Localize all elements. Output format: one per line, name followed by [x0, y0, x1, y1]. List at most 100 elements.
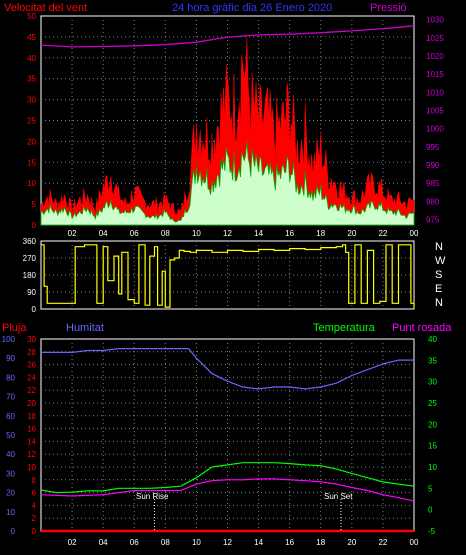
pressure-ytick-label: 975 — [426, 216, 440, 225]
wind-xtick-label: 22 — [378, 229, 387, 238]
wind-ytick-label: 5 — [32, 200, 37, 209]
rain-ytick-label: 14 — [27, 437, 36, 446]
rain-ytick-label: 28 — [27, 348, 36, 357]
temp-ytick-label: 15 — [428, 442, 437, 451]
wind-xtick-label: 04 — [99, 229, 108, 238]
temp-ytick-label: 20 — [428, 420, 437, 429]
wind-ytick-label: 20 — [27, 137, 36, 146]
chart-title: 24 hora gràfic dia 26 Enero 2020 — [172, 2, 332, 14]
wind-ytick-label: 50 — [27, 12, 36, 21]
temp-ytick-label: 40 — [428, 335, 437, 344]
pressure-ytick-label: 980 — [426, 197, 440, 206]
pressure-label: Pressió — [370, 2, 407, 14]
temp-xtick-label: 10 — [192, 538, 201, 547]
humidity-label: Humitat — [66, 322, 104, 334]
temp-xtick-label: 12 — [223, 538, 232, 547]
rain-ytick-label: 26 — [27, 361, 36, 370]
pressure-ytick-label: 995 — [426, 143, 440, 152]
wind-ytick-label: 30 — [27, 96, 36, 105]
temp-xtick-label: 06 — [130, 538, 139, 547]
dewpoint-series — [40, 478, 415, 502]
humidity-ytick-label: 0 — [11, 527, 16, 536]
rain-ytick-label: 6 — [32, 489, 37, 498]
rain-ytick-label: 20 — [27, 399, 36, 408]
humidity-ytick-label: 100 — [2, 335, 16, 344]
compass-n-bottom: N — [435, 297, 443, 309]
humidity-ytick-label: 10 — [6, 508, 15, 517]
dewpoint-label: Punt rosada — [392, 322, 452, 334]
direction-ytick-label: 360 — [23, 237, 37, 246]
compass-w: W — [435, 255, 446, 267]
direction-ytick-label: 270 — [23, 254, 37, 263]
compass-e: E — [435, 283, 442, 295]
temperature-series — [40, 462, 415, 494]
rain-ytick-label: 12 — [27, 450, 36, 459]
humidity-ytick-label: 80 — [6, 373, 15, 382]
temp-ytick-label: 35 — [428, 356, 437, 365]
pressure-ytick-label: 1010 — [426, 88, 444, 97]
temp-ytick-label: 30 — [428, 378, 437, 387]
humidity-ytick-label: 70 — [6, 393, 15, 402]
wind-xtick-label: 12 — [223, 229, 232, 238]
wind-ytick-label: 40 — [27, 54, 36, 63]
wind-xtick-label: 20 — [347, 229, 356, 238]
temp-xtick-label: 00 — [410, 538, 419, 547]
pressure-ytick-label: 985 — [426, 179, 440, 188]
temp-xtick-label: 18 — [316, 538, 325, 547]
temp-xtick-label: 04 — [99, 538, 108, 547]
temp-xtick-label: 08 — [161, 538, 170, 547]
pressure-ytick-label: 1005 — [426, 107, 444, 116]
pressure-ytick-label: 1020 — [426, 52, 444, 61]
pressure-ytick-label: 990 — [426, 161, 440, 170]
rain-ytick-label: 30 — [27, 335, 36, 344]
pressure-series — [40, 25, 415, 48]
direction-ytick-label: 0 — [32, 305, 37, 314]
temp-xtick-label: 02 — [68, 538, 77, 547]
wind-gust-series — [40, 38, 415, 226]
direction-ytick-label: 90 — [27, 288, 36, 297]
pressure-ytick-label: 1000 — [426, 125, 444, 134]
wind-xtick-label: 08 — [161, 229, 170, 238]
compass-s: S — [435, 269, 442, 281]
temp-xtick-label: 22 — [378, 538, 387, 547]
wind-xtick-label: 18 — [316, 229, 325, 238]
temp-xtick-label: 20 — [347, 538, 356, 547]
direction-series — [41, 244, 415, 309]
wind-ytick-label: 0 — [32, 221, 37, 230]
wind-xtick-label: 02 — [68, 229, 77, 238]
rain-ytick-label: 22 — [27, 386, 36, 395]
humidity-ytick-label: 40 — [6, 450, 15, 459]
temperature-label: Temperatura — [313, 322, 376, 334]
wind-xtick-label: 14 — [254, 229, 263, 238]
wind-speed-label: Velocitat del vent — [4, 2, 87, 14]
wind-ytick-label: 25 — [27, 117, 36, 126]
rain-ytick-label: 24 — [27, 373, 36, 382]
wind-xtick-label: 16 — [285, 229, 294, 238]
wind-ytick-label: 15 — [27, 158, 36, 167]
rain-ytick-label: 4 — [32, 501, 37, 510]
temp-xtick-label: 14 — [254, 538, 263, 547]
temp-ytick-label: -5 — [428, 527, 436, 536]
humidity-ytick-label: 50 — [6, 431, 15, 440]
wind-xtick-label: 00 — [410, 229, 419, 238]
rain-ytick-label: 18 — [27, 412, 36, 421]
humidity-ytick-label: 30 — [6, 469, 15, 478]
pressure-ytick-label: 1025 — [426, 34, 444, 43]
humidity-series — [41, 348, 414, 390]
temp-xtick-label: 16 — [285, 538, 294, 547]
wind-ytick-label: 35 — [27, 75, 36, 84]
rain-ytick-label: 16 — [27, 425, 36, 434]
wind-xtick-label: 06 — [130, 229, 139, 238]
humidity-ytick-label: 20 — [6, 489, 15, 498]
rain-label: Pluja — [2, 322, 27, 334]
wind-xtick-label: 10 — [192, 229, 201, 238]
wind-ytick-label: 10 — [27, 179, 36, 188]
direction-ytick-label: 180 — [23, 271, 37, 280]
humidity-ytick-label: 60 — [6, 412, 15, 421]
temp-ytick-label: 5 — [428, 484, 433, 493]
wind-average-series — [40, 141, 415, 226]
rain-ytick-label: 10 — [27, 463, 36, 472]
compass-n-top: N — [435, 241, 443, 253]
rain-ytick-label: 8 — [32, 476, 37, 485]
